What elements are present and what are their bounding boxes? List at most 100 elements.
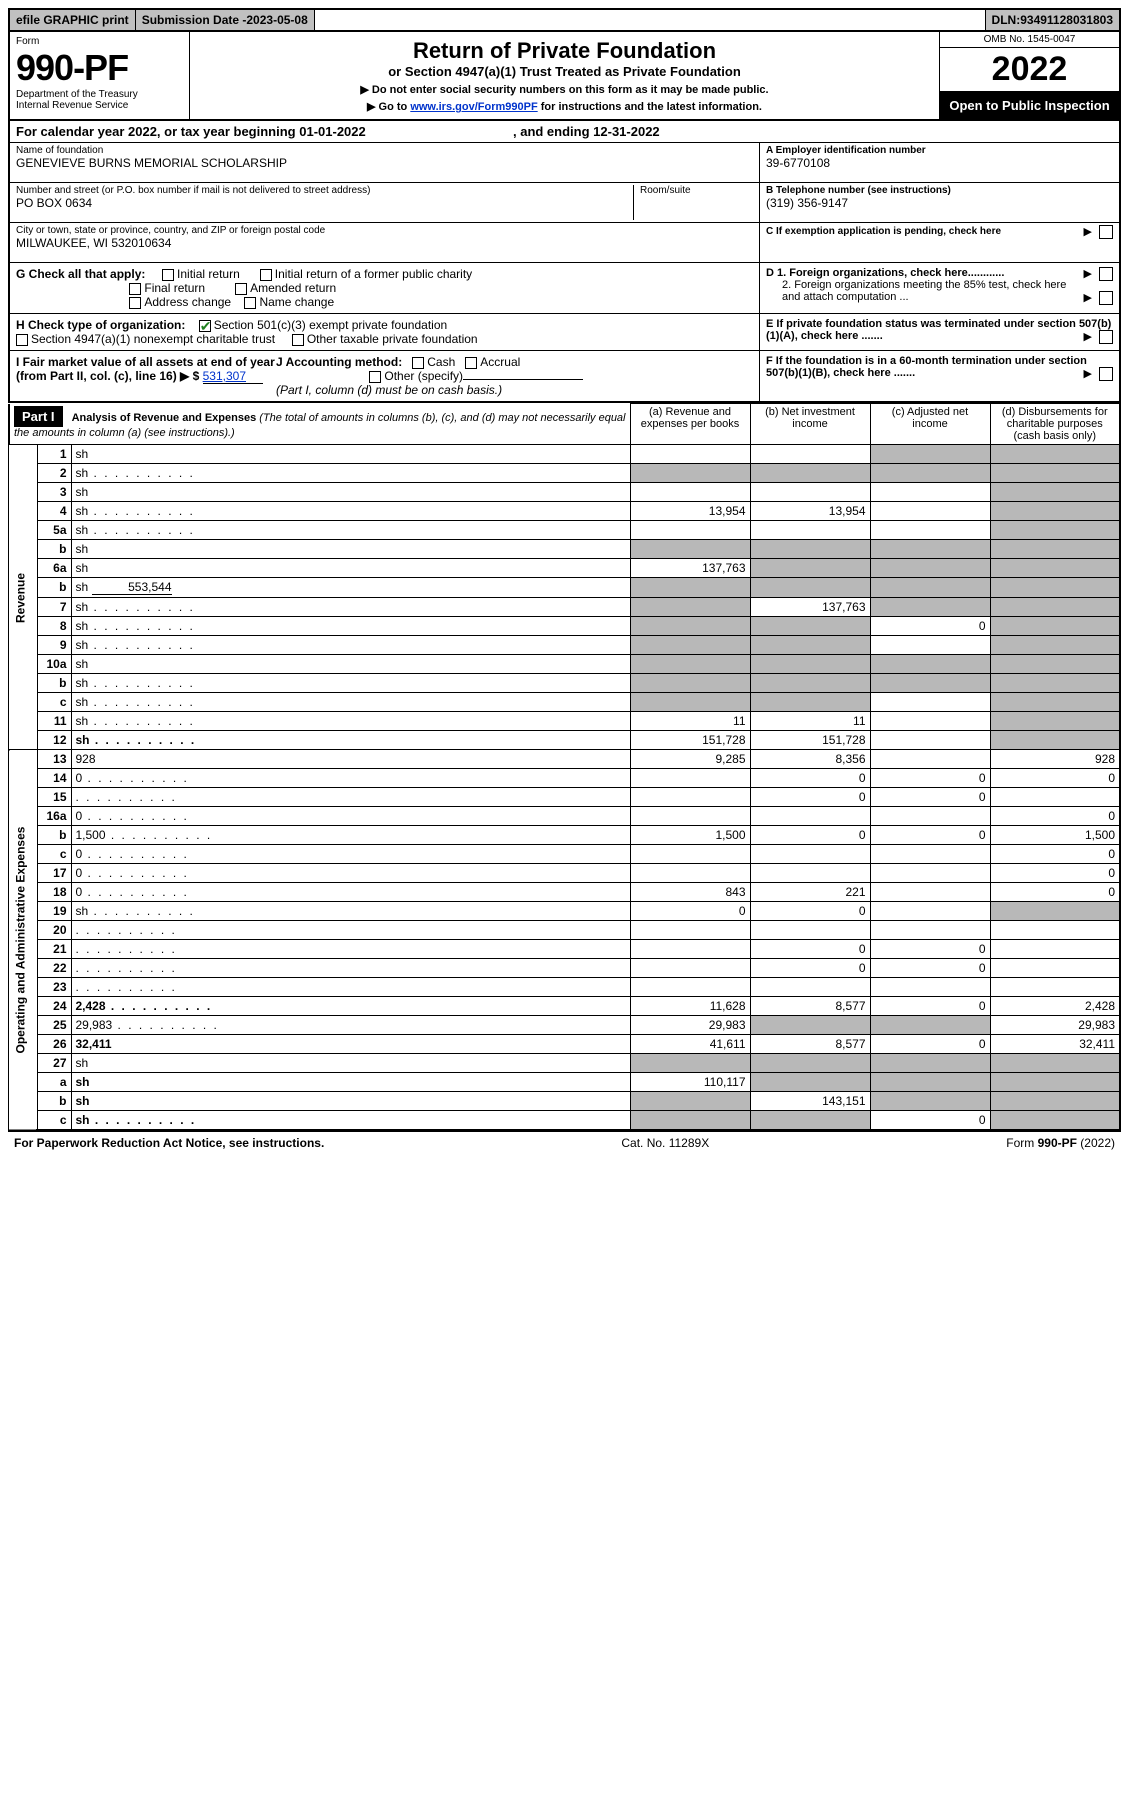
amount-cell: 221: [750, 883, 870, 902]
amount-cell: 1,500: [630, 826, 750, 845]
col-b-header: (b) Net investment income: [750, 404, 870, 445]
amount-cell: 8,577: [750, 997, 870, 1016]
irs-link[interactable]: www.irs.gov/Form990PF: [410, 101, 537, 113]
box-d1: D 1. Foreign organizations, check here..…: [766, 267, 1113, 279]
line-number: 22: [37, 959, 71, 978]
line-description: [71, 921, 630, 940]
amount-cell: 13,954: [630, 502, 750, 521]
line-description: sh: [71, 1111, 630, 1131]
amount-cell: [990, 959, 1120, 978]
box-f: F If the foundation is in a 60-month ter…: [766, 355, 1113, 379]
table-row: bsh: [9, 540, 1120, 559]
line-description: [71, 940, 630, 959]
line-number: a: [37, 1073, 71, 1092]
line-description: sh: [71, 674, 630, 693]
line-number: 10a: [37, 655, 71, 674]
irs-label: Internal Revenue Service: [16, 100, 183, 111]
checkbox-initial-former[interactable]: [260, 269, 272, 281]
table-row: 2200: [9, 959, 1120, 978]
amount-cell: [870, 445, 990, 464]
line-number: 8: [37, 617, 71, 636]
calendar-year-row: For calendar year 2022, or tax year begi…: [8, 121, 1121, 143]
line-description: [71, 788, 630, 807]
line-description: sh: [71, 445, 630, 464]
table-row: bsh143,151: [9, 1092, 1120, 1111]
line-number: 2: [37, 464, 71, 483]
amount-cell: [990, 1073, 1120, 1092]
amount-cell: 13,954: [750, 502, 870, 521]
line-description: sh: [71, 483, 630, 502]
form-title-block: Return of Private Foundation or Section …: [190, 32, 939, 119]
table-row: bsh: [9, 674, 1120, 693]
amount-cell: [870, 540, 990, 559]
amount-cell: [870, 845, 990, 864]
amount-cell: [870, 464, 990, 483]
amount-cell: [870, 750, 990, 769]
checkbox-addr-change[interactable]: [129, 297, 141, 309]
amount-cell: [750, 655, 870, 674]
open-to-public: Open to Public Inspection: [940, 92, 1119, 119]
table-row: 5ash: [9, 521, 1120, 540]
entity-info-row: Name of foundation GENEVIEVE BURNS MEMOR…: [8, 143, 1121, 263]
line-number: 6a: [37, 559, 71, 578]
checkbox-d1[interactable]: [1099, 267, 1113, 281]
amount-cell: [870, 807, 990, 826]
amount-cell: [870, 1016, 990, 1035]
submission-date: Submission Date - 2023-05-08: [136, 10, 315, 30]
checkbox-name-change[interactable]: [244, 297, 256, 309]
checkbox-e[interactable]: [1099, 330, 1113, 344]
amount-cell: [990, 540, 1120, 559]
line-number: 15: [37, 788, 71, 807]
amount-cell: 32,411: [990, 1035, 1120, 1054]
checkbox-cash[interactable]: [412, 357, 424, 369]
table-row: ash110,117: [9, 1073, 1120, 1092]
table-row: 2100: [9, 940, 1120, 959]
checkbox-4947[interactable]: [16, 334, 28, 346]
checkbox-other-taxable[interactable]: [292, 334, 304, 346]
checkbox-c[interactable]: [1099, 225, 1113, 239]
amount-cell: [870, 521, 990, 540]
table-row: 11sh1111: [9, 712, 1120, 731]
amount-cell: 0: [630, 902, 750, 921]
amount-cell: [990, 559, 1120, 578]
amount-cell: 11,628: [630, 997, 750, 1016]
table-row: 19sh00: [9, 902, 1120, 921]
amount-cell: [870, 1073, 990, 1092]
checkbox-amended[interactable]: [235, 283, 247, 295]
checkbox-501c3[interactable]: [199, 320, 211, 332]
col-a-header: (a) Revenue and expenses per books: [630, 404, 750, 445]
amount-cell: [750, 636, 870, 655]
amount-cell: [750, 807, 870, 826]
fmv-value[interactable]: 531,307: [203, 369, 263, 384]
line-description: sh: [71, 464, 630, 483]
amount-cell: [750, 1073, 870, 1092]
amount-cell: [870, 636, 990, 655]
line-number: 20: [37, 921, 71, 940]
amount-cell: 9,285: [630, 750, 750, 769]
checkbox-other-method[interactable]: [369, 371, 381, 383]
amount-cell: 0: [870, 769, 990, 788]
amount-cell: 0: [990, 769, 1120, 788]
checkbox-final[interactable]: [129, 283, 141, 295]
line-description: sh: [71, 521, 630, 540]
j-label: J Accounting method:: [276, 355, 402, 369]
amount-cell: [630, 636, 750, 655]
line-number: 27: [37, 1054, 71, 1073]
part1-label: Part I: [14, 406, 63, 427]
checkbox-initial[interactable]: [162, 269, 174, 281]
line-description: 928: [71, 750, 630, 769]
line-number: 1: [37, 445, 71, 464]
amount-cell: [870, 655, 990, 674]
amount-cell: 0: [990, 864, 1120, 883]
checkbox-d2[interactable]: [1099, 291, 1113, 305]
amount-cell: 41,611: [630, 1035, 750, 1054]
form-reference: Form 990-PF (2022): [1006, 1136, 1115, 1150]
amount-cell: [870, 483, 990, 502]
checkbox-accrual[interactable]: [465, 357, 477, 369]
amount-cell: 29,983: [990, 1016, 1120, 1035]
amount-cell: [630, 978, 750, 997]
checkbox-f[interactable]: [1099, 367, 1113, 381]
amount-cell: [630, 617, 750, 636]
amount-cell: 2,428: [990, 997, 1120, 1016]
amount-cell: 0: [870, 617, 990, 636]
